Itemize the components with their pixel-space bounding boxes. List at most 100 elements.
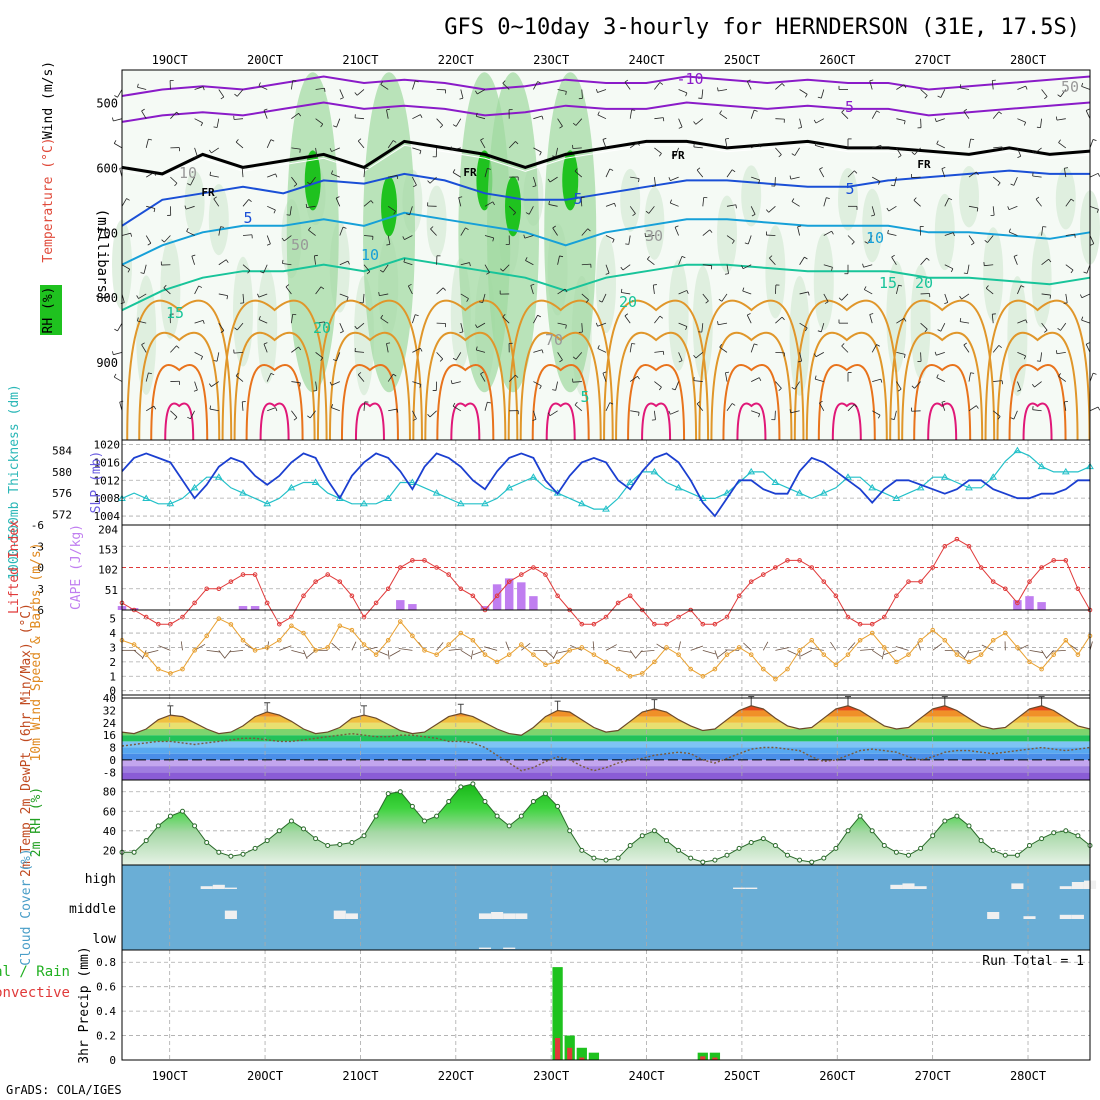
wind-barb-flag <box>685 326 688 331</box>
wind-speed-point <box>615 666 621 672</box>
wind-barb <box>674 147 679 157</box>
wind-barb-flag <box>813 119 817 124</box>
wind-barb <box>258 319 268 324</box>
rh-contour-fill <box>838 168 858 231</box>
wind-barb-flag <box>329 148 332 152</box>
wind-barb-flag <box>624 79 629 83</box>
wind-barb <box>871 650 883 658</box>
wind-barb-flag <box>140 272 145 274</box>
wind-barb-flag <box>193 156 198 158</box>
rh-point <box>990 847 996 853</box>
wind-barb <box>932 643 943 651</box>
wind-barb <box>572 147 582 149</box>
wind-barb <box>313 255 316 265</box>
wind-barb <box>460 89 464 99</box>
rh-tick-label: 20 <box>103 844 116 857</box>
isotherm-loop <box>316 299 423 441</box>
wind-barb-flag <box>357 138 362 142</box>
wind-barb-flag <box>1081 316 1084 321</box>
wind-barb-flag <box>876 344 880 347</box>
wind-barb <box>548 204 558 207</box>
cape-bar <box>129 608 139 610</box>
wind-barb-flag <box>126 198 130 201</box>
wind-speed-point <box>506 652 512 657</box>
wind-barb <box>218 226 221 236</box>
wind-barb <box>117 322 123 332</box>
wind-barb-flag <box>602 137 607 140</box>
wind-barb-flag <box>1079 294 1083 298</box>
rh-point <box>760 836 766 842</box>
precip-tick-label: 0.4 <box>96 1005 116 1018</box>
isotherm-loop <box>340 364 399 441</box>
wind-barb-flag <box>587 228 591 232</box>
wind-barb-flag <box>208 383 212 387</box>
wind-barb-flag <box>191 254 196 257</box>
wind-barb-flag <box>293 417 298 421</box>
wind-barb <box>218 259 227 266</box>
rh-point <box>700 859 706 865</box>
wind-barb <box>291 346 299 353</box>
rh-point <box>591 855 597 861</box>
wind-barb <box>648 206 655 214</box>
isotherm-loop <box>913 364 972 441</box>
cloud-low-bar <box>503 947 516 949</box>
wind-barb <box>502 316 510 324</box>
wind-barb <box>505 641 510 651</box>
precip-tick-label: 0 <box>109 1054 116 1067</box>
wind-barb-flag <box>871 214 875 217</box>
wind-barb <box>1085 110 1091 119</box>
wind-barb <box>524 235 534 239</box>
cloud-high-bar <box>890 884 903 889</box>
legend-rh-swatch <box>40 285 62 335</box>
wind-barb-flag <box>741 265 744 269</box>
contour-label: 5 <box>243 209 252 227</box>
wind-barb <box>815 378 824 382</box>
cloud-middle-bar <box>1023 916 1036 919</box>
thickness-tick-label: 584 <box>52 445 72 458</box>
rh-point <box>518 813 524 819</box>
lifted-index-point <box>1039 565 1044 570</box>
temp-tick-label: 32 <box>103 704 116 717</box>
wind-barb-flag <box>247 270 251 274</box>
wind-barb <box>480 373 486 382</box>
wind-barb <box>1081 86 1091 90</box>
wind-barb-flag <box>717 87 719 92</box>
wind-barb-flag <box>791 153 796 156</box>
cape-tick-label: 204 <box>98 523 118 536</box>
wind-barb <box>242 264 251 271</box>
lifted-index-point <box>942 543 948 549</box>
wind-barb <box>242 293 245 303</box>
cape-bar <box>1025 596 1034 610</box>
wind-barb-flag <box>331 404 334 408</box>
rh-point <box>530 798 536 804</box>
wind-barb <box>652 284 655 294</box>
wind-barb <box>190 410 195 419</box>
wind-barb-flag <box>450 380 453 384</box>
wind-barb <box>455 118 462 127</box>
wind-barb-flag <box>997 416 1001 420</box>
wind-barb-flag <box>386 243 390 246</box>
lifted-index-point <box>591 621 597 627</box>
lifted-index-point <box>833 593 839 599</box>
wind-barb-flag <box>378 292 380 296</box>
wind-barb <box>1017 352 1026 357</box>
wind-barb <box>331 147 340 152</box>
lifted-index-point <box>785 558 790 563</box>
rh-saturated-core <box>381 176 398 237</box>
lifted-index-point <box>434 565 439 570</box>
rh-panel: 20 40 60 80 2m RH (%) <box>29 780 1093 865</box>
wind-barb <box>654 82 661 90</box>
wind-barb <box>555 381 558 391</box>
rh-point <box>1039 836 1045 842</box>
wind-speed-point <box>313 648 318 653</box>
wind-barb <box>751 410 760 415</box>
wind-barb <box>601 293 607 303</box>
wind-barb-flag <box>1013 254 1018 257</box>
wind-barb <box>702 649 716 655</box>
wind-speed-point <box>434 652 439 657</box>
wind-barb <box>581 263 591 266</box>
cape-bar <box>396 600 405 610</box>
wind-barb-flag <box>111 117 114 122</box>
wind-barb-flag <box>213 196 217 200</box>
wind-speed-point <box>591 652 597 657</box>
